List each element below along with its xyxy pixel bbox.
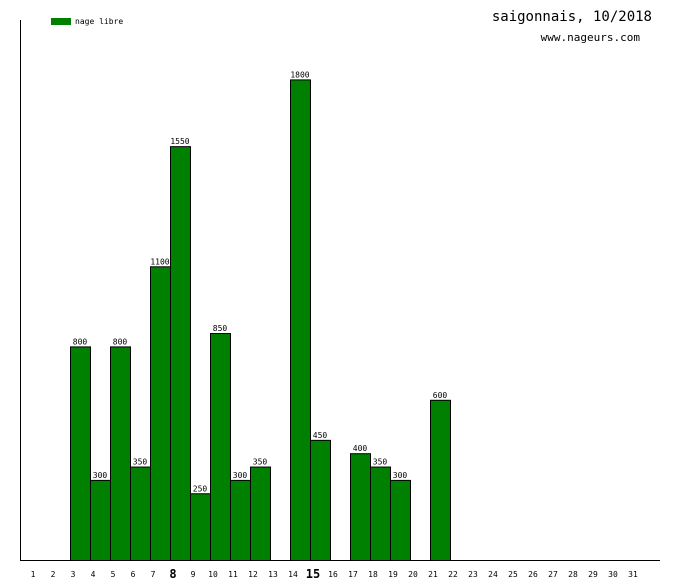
bar-day-4	[90, 479, 111, 561]
x-tick-label-1: 1	[31, 570, 36, 579]
bar-label-day-6: 350	[133, 458, 148, 467]
x-tick-label-8: 8	[169, 567, 176, 580]
x-tick-label-31: 31	[628, 570, 638, 579]
x-tick-label-13: 13	[268, 570, 278, 579]
x-tick-label-22: 22	[448, 570, 458, 579]
x-tick-label-7: 7	[151, 570, 156, 579]
x-tick-label-18: 18	[368, 570, 378, 579]
bar-day-5	[110, 346, 131, 561]
bar-day-14	[290, 79, 311, 562]
bar-day-12	[250, 466, 271, 561]
bar-day-9	[190, 493, 211, 561]
site-url[interactable]: www.nageurs.com	[540, 31, 640, 44]
bar-label-day-10: 850	[213, 324, 228, 333]
x-tick-label-26: 26	[528, 570, 538, 579]
x-tick-label-21: 21	[428, 570, 438, 579]
x-tick-label-30: 30	[608, 570, 618, 579]
x-tick-label-5: 5	[111, 570, 116, 579]
bar-day-10	[210, 333, 231, 561]
chart-title: saigonnais, 10/2018	[491, 9, 652, 25]
x-tick-label-23: 23	[468, 570, 478, 579]
x-tick-label-9: 9	[191, 570, 196, 579]
bar-label-day-18: 350	[373, 458, 388, 467]
bar-label-day-14: 1800	[290, 70, 309, 79]
x-tick-label-15: 15	[306, 567, 320, 580]
x-tick-label-27: 27	[548, 570, 558, 579]
bar-label-day-9: 250	[193, 484, 208, 493]
x-tick-label-16: 16	[328, 570, 338, 579]
bar-label-day-11: 300	[233, 471, 248, 480]
x-tick-label-2: 2	[51, 570, 56, 579]
x-tick-label-19: 19	[388, 570, 398, 579]
bar-label-day-7: 1100	[150, 257, 169, 266]
bar-label-day-4: 300	[93, 471, 108, 480]
x-tick-label-17: 17	[348, 570, 358, 579]
bar-day-3	[70, 346, 91, 561]
x-tick-label-3: 3	[71, 570, 76, 579]
bar-label-day-15: 450	[313, 431, 328, 440]
x-tick-label-28: 28	[568, 570, 578, 579]
bar-day-17	[350, 453, 371, 562]
legend-label: nage libre	[75, 17, 124, 26]
bar-day-21	[430, 399, 451, 561]
x-tick-label-11: 11	[228, 570, 238, 579]
x-tick-label-20: 20	[408, 570, 418, 579]
bar-day-11	[230, 479, 251, 561]
legend-swatch	[51, 18, 71, 25]
bar-label-day-17: 400	[353, 444, 368, 453]
bar-day-8	[170, 146, 191, 561]
x-tick-label-6: 6	[131, 570, 136, 579]
bar-label-day-21: 600	[433, 391, 448, 400]
bar-day-15	[310, 439, 331, 562]
x-tick-label-4: 4	[91, 570, 96, 579]
bar-label-day-8: 1550	[170, 137, 189, 146]
x-tick-label-10: 10	[208, 570, 218, 579]
x-tick-label-24: 24	[488, 570, 498, 579]
legend: nage libre	[51, 17, 123, 26]
bar-day-18	[370, 466, 391, 561]
x-tick-label-25: 25	[508, 570, 518, 579]
x-tick-label-14: 14	[288, 570, 298, 579]
x-tick-label-29: 29	[588, 570, 598, 579]
bar-label-day-3: 800	[73, 337, 88, 346]
bar-label-day-5: 800	[113, 337, 128, 346]
bar-day-19	[390, 479, 411, 561]
bar-day-7	[150, 266, 171, 561]
x-tick-label-12: 12	[248, 570, 258, 579]
bar-label-day-12: 350	[253, 458, 268, 467]
bar-day-6	[130, 466, 151, 561]
bar-label-day-19: 300	[393, 471, 408, 480]
